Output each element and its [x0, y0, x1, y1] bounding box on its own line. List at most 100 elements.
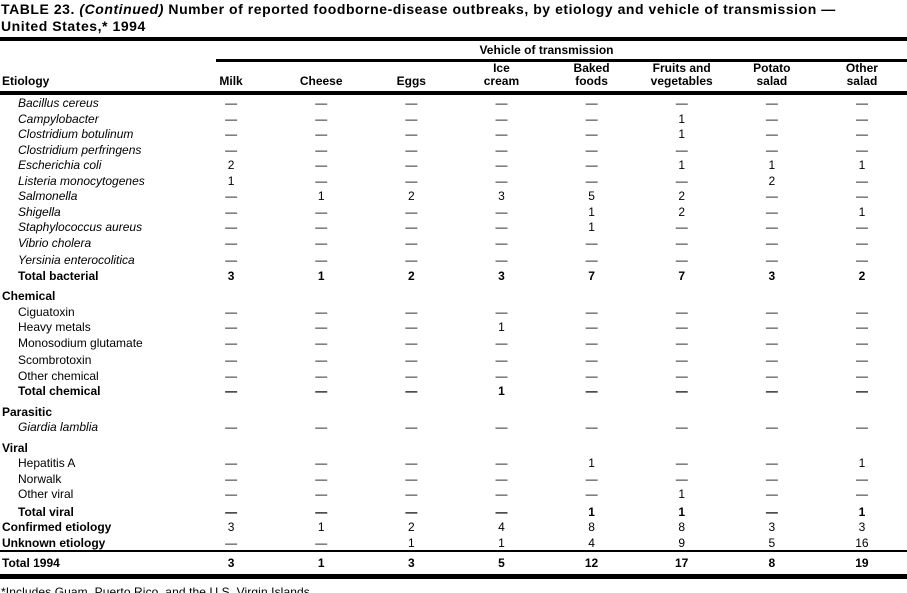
cell-value: — [405, 253, 418, 267]
table-row: Norwalk — — — — — — — — [0, 471, 907, 487]
cell-value: — [855, 142, 868, 157]
cell-value: — [585, 353, 598, 367]
cell-value: — [225, 420, 238, 434]
row-label: Total 1994 [0, 550, 186, 579]
cell-value: — [855, 189, 868, 203]
cell-value: — [405, 111, 418, 126]
cell-value: — [675, 173, 688, 188]
cell-value: — [495, 487, 508, 501]
table-row: Total bacterial 3 1 2 3 7 7 3 2 [0, 268, 907, 284]
cell-value: — [765, 456, 778, 470]
cell-value: 1 [858, 158, 866, 172]
cell-value: — [855, 220, 868, 234]
cell-value: 1 [588, 456, 595, 470]
cell-value: — [315, 368, 328, 383]
cell-value [366, 399, 456, 420]
row-label: Salmonella [18, 189, 78, 203]
cell-value [366, 435, 456, 456]
cell-value: 1 [317, 189, 325, 203]
cell-value: 1 [588, 204, 595, 219]
table-row: Bacillus cereus — — — — — — — — [0, 93, 907, 111]
cell-value: — [675, 96, 688, 110]
cell-value: — [315, 335, 328, 350]
cell-value: — [585, 471, 598, 486]
table-row: Staphylococcus aureus — — — — 1 — — — [0, 219, 907, 235]
cell-value: — [495, 253, 508, 267]
cell-value: — [315, 204, 328, 219]
cell-value: — [405, 320, 418, 334]
cell-value: — [585, 420, 598, 434]
cell-value: 9 [678, 535, 686, 550]
table-row: Other chemical — — — — — — — — [0, 368, 907, 384]
column-header-eggs: Eggs [366, 62, 457, 95]
cell-value: 7 [678, 268, 686, 283]
cell-value: — [315, 127, 328, 141]
table-body: Bacillus cereus — — — — — — — — Campylobacter — — — —… [0, 93, 907, 579]
cell-value [547, 435, 637, 456]
cell-value: — [675, 304, 688, 319]
cell-value: — [765, 235, 778, 250]
cell-value [727, 283, 817, 304]
cell-value: — [405, 384, 418, 398]
cell-value: — [585, 368, 598, 383]
cell-value: — [405, 220, 418, 234]
row-label: Bacillus cereus [18, 96, 99, 110]
cell-value [456, 435, 546, 456]
row-label: Yersinia enterocolitica [18, 253, 135, 267]
cell-value: — [495, 368, 508, 383]
cell-value: — [855, 420, 868, 434]
table-row: Monosodium glutamate — — — — — — — — [0, 335, 907, 351]
cell-value: — [765, 111, 778, 126]
column-header-potato-salad: Potato salad [726, 62, 817, 95]
cell-value: — [675, 220, 688, 234]
cell-value: — [675, 368, 688, 383]
cell-value: — [585, 142, 598, 157]
cell-value [186, 399, 276, 420]
cell-value: — [405, 304, 418, 319]
cell-value: — [405, 96, 418, 110]
cell-value: — [495, 96, 508, 110]
cell-value: — [405, 158, 418, 172]
cell-value: 7 [588, 268, 595, 283]
cell-value: — [225, 220, 238, 234]
column-header-ice-cream: Ice cream [456, 62, 547, 95]
cell-value: 1 [498, 320, 505, 334]
cell-value: — [765, 96, 778, 110]
cell-value: — [675, 471, 688, 486]
cell-value: — [315, 173, 328, 188]
cell-value: — [225, 335, 238, 350]
row-label: Other viral [18, 487, 74, 501]
cell-value: — [315, 220, 328, 234]
cell-value [727, 435, 817, 456]
row-label: Chemical [2, 289, 56, 303]
cell-value [817, 435, 907, 456]
row-label: Vibrio cholera [18, 235, 92, 250]
cell-value: — [765, 335, 778, 350]
cell-value [456, 399, 546, 420]
cell-value: — [315, 320, 328, 334]
row-label: Confirmed etiology [2, 520, 112, 534]
cell-value: — [765, 368, 778, 383]
cell-value: 4 [588, 535, 595, 550]
cell-value: — [855, 320, 868, 334]
row-label: Total viral [18, 504, 74, 519]
row-label: Campylobacter [18, 111, 99, 126]
cell-value: — [855, 304, 868, 319]
cell-value: — [495, 456, 508, 470]
cell-value: 3 [186, 550, 277, 579]
cell-value: — [675, 420, 688, 434]
cell-value [366, 283, 456, 304]
table-row: Ciguatoxin — — — — — — — — [0, 304, 907, 320]
row-label: Scombrotoxin [18, 353, 92, 367]
cell-value: — [405, 335, 418, 350]
cell-value: — [675, 142, 688, 157]
row-label: Hepatitis A [18, 456, 76, 470]
cell-value: — [225, 127, 238, 141]
cell-value [456, 283, 546, 304]
cell-value: — [765, 420, 778, 434]
table-row: Yersinia enterocolitica — — — — — — — — [0, 250, 907, 268]
cell-value: 2 [227, 158, 235, 172]
cell-value: — [855, 368, 868, 383]
row-label: Ciguatoxin [18, 304, 75, 319]
cell-value: — [675, 335, 688, 350]
